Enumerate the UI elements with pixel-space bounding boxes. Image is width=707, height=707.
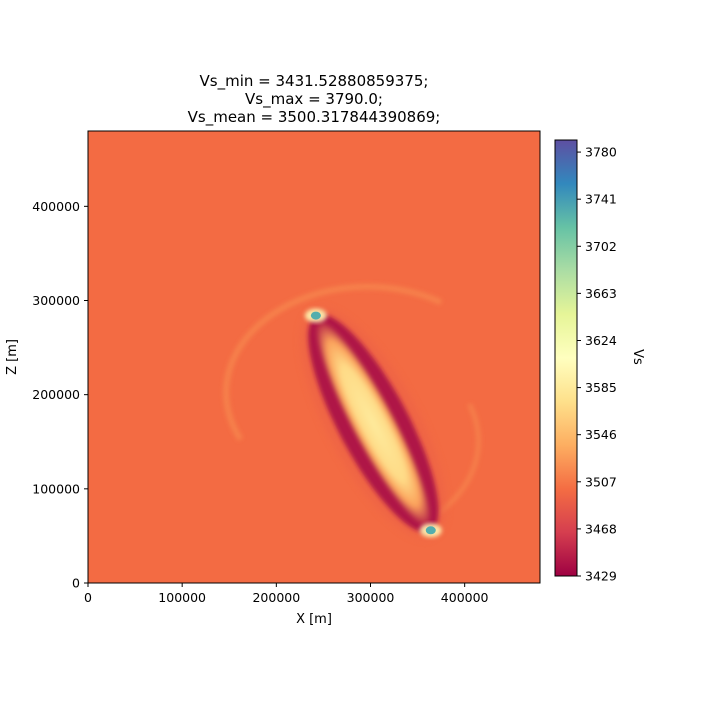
plot-frame [87,130,541,584]
chart-title: Vs_min = 3431.52880859375; Vs_max = 3790… [188,72,441,127]
y-tick-label: 0 [72,576,80,591]
colorbar-tick-label: 3468 [585,521,617,536]
colorbar-tick-label: 3780 [585,145,617,160]
colorbar-tick-label: 3624 [585,333,617,348]
colorbar-label: Vs [630,349,645,365]
x-tick-label: 100000 [158,590,206,605]
x-axis-label: X [m] [296,612,332,627]
colorbar-tick-label: 3702 [585,239,617,254]
title-line-2: Vs_max = 3790.0; [245,90,383,109]
title-line-3: Vs_mean = 3500.317844390869; [188,108,441,127]
y-tick-label: 100000 [32,481,80,496]
y-axis: 0 100000 200000 300000 400000 [32,199,88,591]
y-tick-label: 200000 [32,387,80,402]
x-tick-label: 200000 [252,590,300,605]
x-tick-label: 300000 [347,590,395,605]
colorbar-tick-label: 3585 [585,380,617,395]
colorbar: 3429 3468 3507 3546 3585 3624 3663 3702 3741 3780… [554,139,645,584]
colorbar-tick-label: 3507 [585,474,617,489]
colorbar-tick-label: 3741 [585,192,617,207]
hotspot-1 [310,311,321,320]
colorbar-ticks: 3429 3468 3507 3546 3585 3624 3663 3702 3741 3780 [577,145,617,584]
rupture-ellipse [301,308,446,539]
y-axis-label: Z [m] [5,339,20,375]
rupture-ellipse-shape [301,308,446,539]
colorbar-tick-label: 3663 [585,286,617,301]
title-line-1: Vs_min = 3431.52880859375; [200,72,429,91]
colorbar-tick-label: 3546 [585,427,617,442]
heatmap-plot-area [87,130,541,584]
faint-arc-3 [223,283,443,442]
hotspot-2 [425,526,436,535]
colorbar-frame [554,139,578,577]
colorbar-bar [555,140,577,576]
y-tick-label: 300000 [32,293,80,308]
x-axis: 0 100000 200000 300000 400000 [84,583,489,605]
x-tick-label: 400000 [441,590,489,605]
hotspot-layer [304,308,442,538]
heatmap-image [88,131,540,583]
y-tick-label: 400000 [32,199,80,214]
ellipse-core [315,320,432,527]
colorbar-tick-label: 3429 [585,569,617,584]
x-tick-label: 0 [84,590,92,605]
